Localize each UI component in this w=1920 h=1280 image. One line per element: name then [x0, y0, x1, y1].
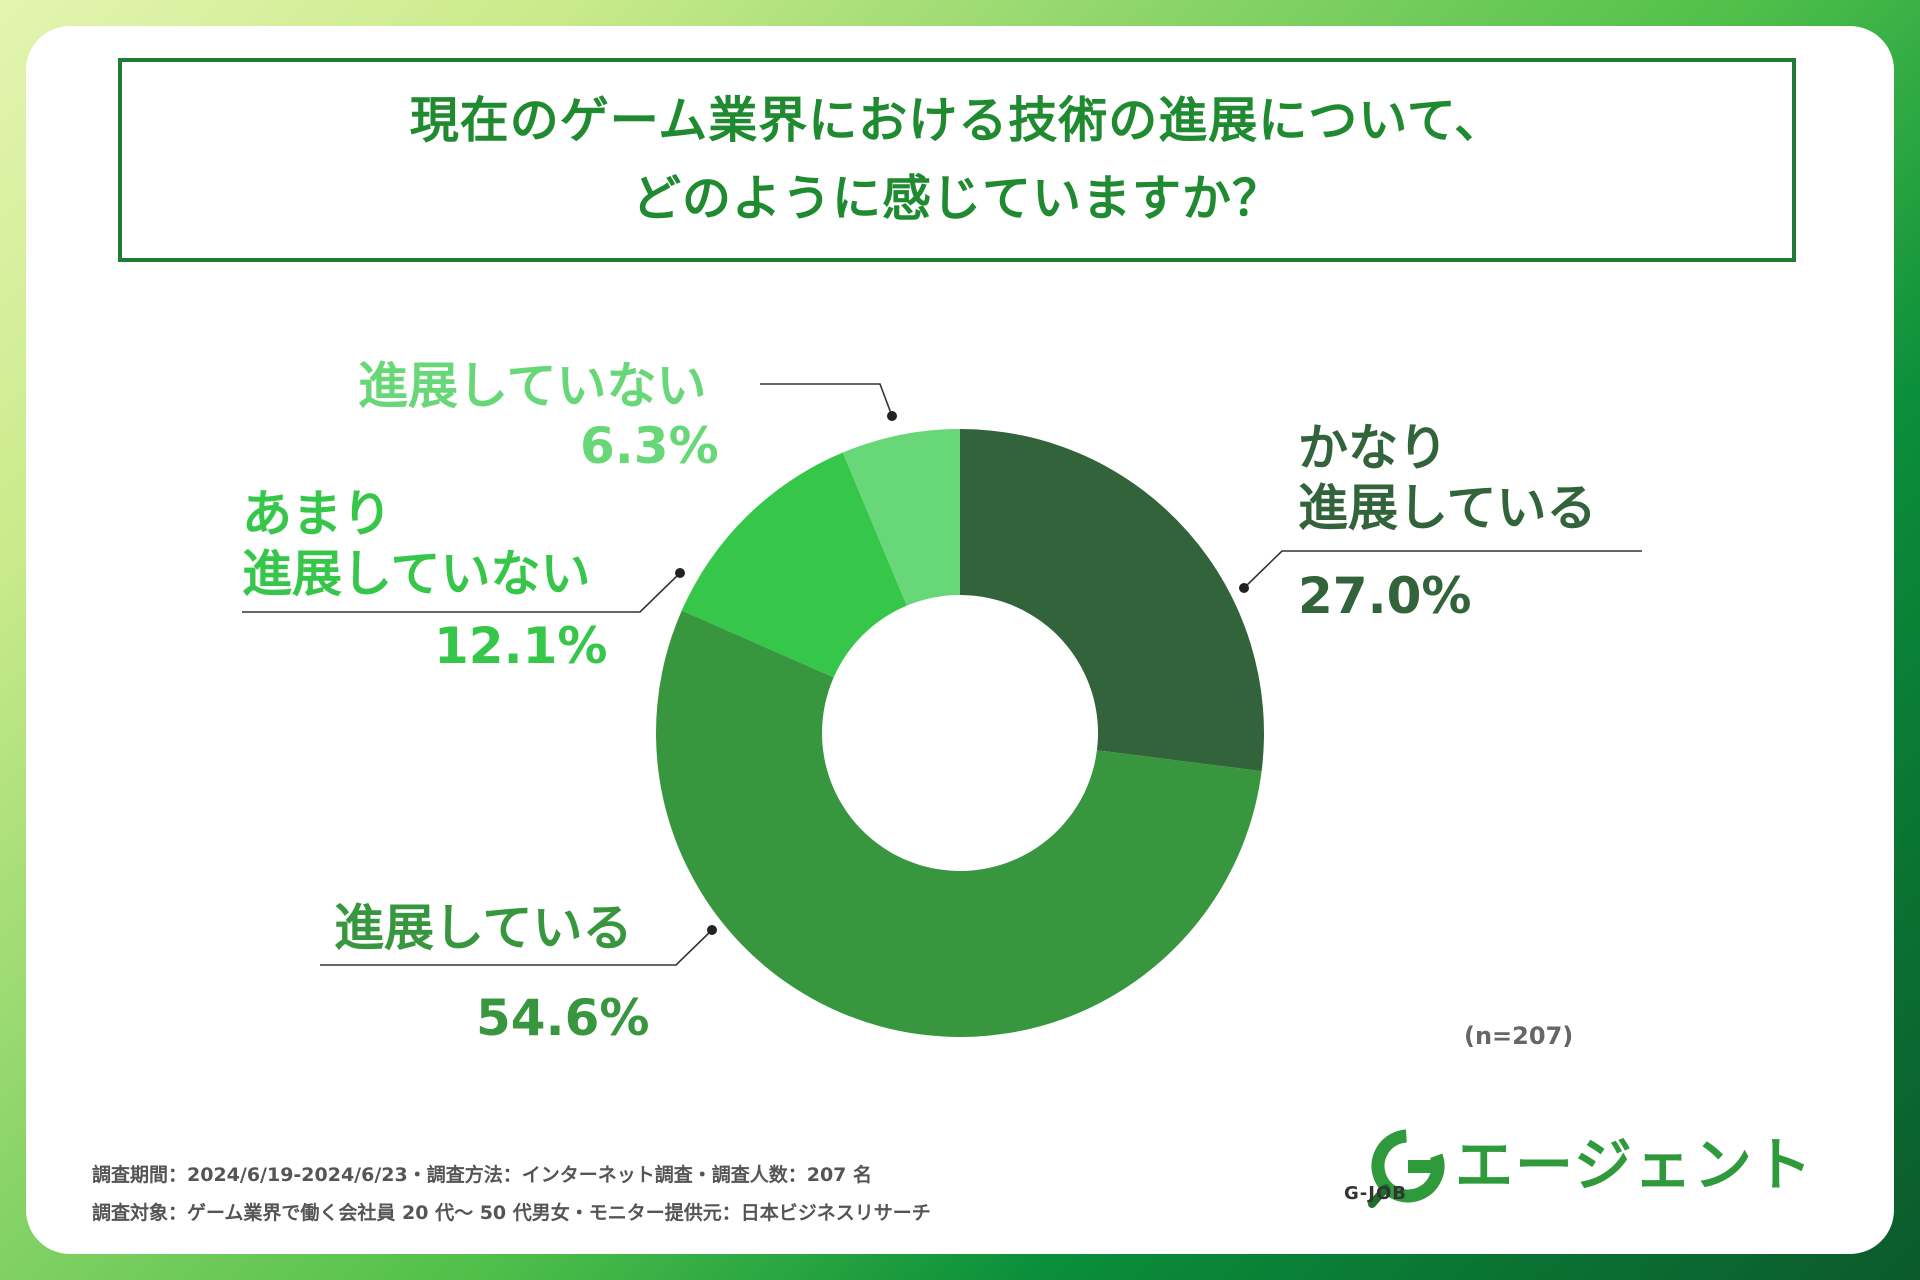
leader-dot-shinten [707, 925, 717, 935]
card: 現在のゲーム業界における技術の進展について、 どのように感じていますか？ [26, 26, 1894, 1254]
slice-shinten [656, 610, 1262, 1037]
leader-lines [242, 383, 1642, 966]
gjob-caption: G-JOB [1344, 1183, 1407, 1204]
label-shinten: 進展している 54.6% [334, 898, 649, 1048]
slice-amari [681, 452, 907, 678]
brand-name: エージェント [1455, 1131, 1814, 1199]
label-amari-line-2: 進展していない [242, 545, 591, 603]
label-amari-value: 12.1% [434, 617, 608, 675]
gjob-logo-icon [1368, 1129, 1445, 1208]
label-kanari-line-1: かなり [1298, 419, 1448, 477]
slice-nai [842, 429, 960, 606]
label-shinten-line-1: 進展している [334, 899, 633, 957]
label-kanari: かなり 進展している 27.0% [1298, 418, 1597, 626]
label-kanari-line-2: 進展している [1298, 479, 1597, 537]
title-box: 現在のゲーム業界における技術の進展について、 どのように感じていますか？ [118, 58, 1796, 262]
label-amari-line-1: あまり [242, 485, 392, 543]
label-shinten-value: 54.6% [476, 989, 650, 1047]
chart-title-line-1: 現在のゲーム業界における技術の進展について、 [409, 92, 1505, 149]
leader-dot-nai [887, 411, 897, 421]
chart-title-line-2: どのように感じていますか？ [631, 170, 1282, 227]
footnote-survey-period: 調査期間：2024/6/19-2024/6/23・調査方法：インターネット調査・… [92, 1164, 873, 1186]
leader-line-amari [242, 572, 681, 613]
donut-slices [656, 429, 1264, 1037]
label-nai: 進展していない 6.3% [358, 356, 719, 476]
footnote-survey-target: 調査対象：ゲーム業界で働く会社員 20 代〜 50 代男女・モニター提供元：日本… [92, 1202, 931, 1224]
label-kanari-value: 27.0% [1298, 567, 1472, 625]
label-amari: あまり 進展していない 12.1% [242, 484, 607, 676]
sample-size: (n=207) [1464, 1022, 1574, 1050]
label-nai-line-1: 進展していない [358, 357, 707, 415]
leader-line-nai [760, 383, 893, 417]
leader-line-shinten [320, 929, 713, 966]
leader-line-kanari [1243, 550, 1642, 589]
slice-kanari [960, 429, 1264, 772]
label-nai-value: 6.3% [580, 417, 719, 475]
leader-dot-kanari [1239, 583, 1249, 593]
leader-dot-amari [675, 568, 685, 578]
